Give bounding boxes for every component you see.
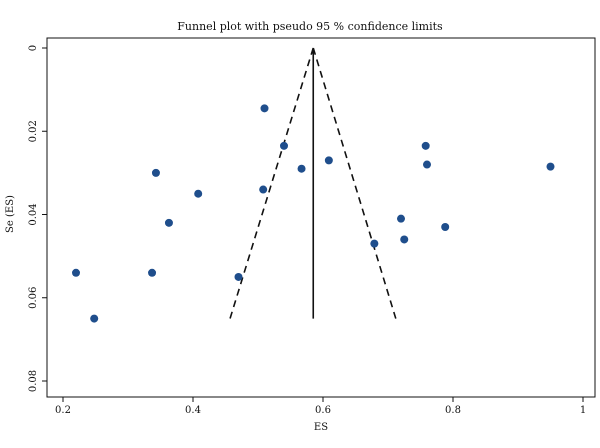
data-point	[151, 168, 160, 177]
data-point	[234, 272, 243, 281]
x-tick-label: 1	[580, 405, 586, 416]
axes-layer: 0.2 0.4 0.6 0.8 1 0 0.02 0.04 0.06 0.08	[28, 45, 586, 416]
data-point	[72, 268, 80, 277]
data-point	[421, 141, 430, 150]
data-point	[164, 218, 173, 227]
y-tick-label: 0.04	[28, 203, 39, 225]
plot-frame	[46, 37, 596, 398]
data-point	[423, 160, 431, 169]
data-point	[297, 164, 306, 173]
x-tick-label: 0.4	[185, 405, 201, 416]
y-tick-label: 0	[28, 45, 39, 51]
x-tick-label: 0.8	[445, 405, 461, 416]
data-point	[397, 214, 405, 223]
data-point	[280, 141, 288, 150]
chart-title: Funnel plot with pseudo 95 % confidence …	[177, 20, 443, 33]
data-point	[148, 268, 157, 277]
data-point	[324, 156, 333, 165]
data-point	[260, 104, 269, 113]
y-axis-label: Se (ES)	[5, 195, 16, 233]
data-point	[259, 185, 268, 194]
y-tick-label: 0.06	[28, 287, 39, 309]
y-tick-label: 0.08	[28, 370, 39, 392]
y-tick-label: 0.02	[28, 120, 39, 142]
x-axis-label: ES	[314, 422, 328, 433]
upper-confidence-limit-line	[312, 47, 397, 319]
data-point	[441, 222, 450, 231]
data-point	[546, 162, 555, 171]
x-tick-label: 0.6	[315, 405, 331, 416]
data-point	[194, 189, 203, 198]
data-point	[90, 314, 99, 323]
points-layer	[72, 104, 555, 323]
funnel-layer	[229, 47, 397, 319]
lower-confidence-limit-line	[229, 47, 315, 319]
x-tick-label: 0.2	[55, 405, 71, 416]
data-point	[400, 235, 409, 244]
data-point	[370, 239, 379, 248]
